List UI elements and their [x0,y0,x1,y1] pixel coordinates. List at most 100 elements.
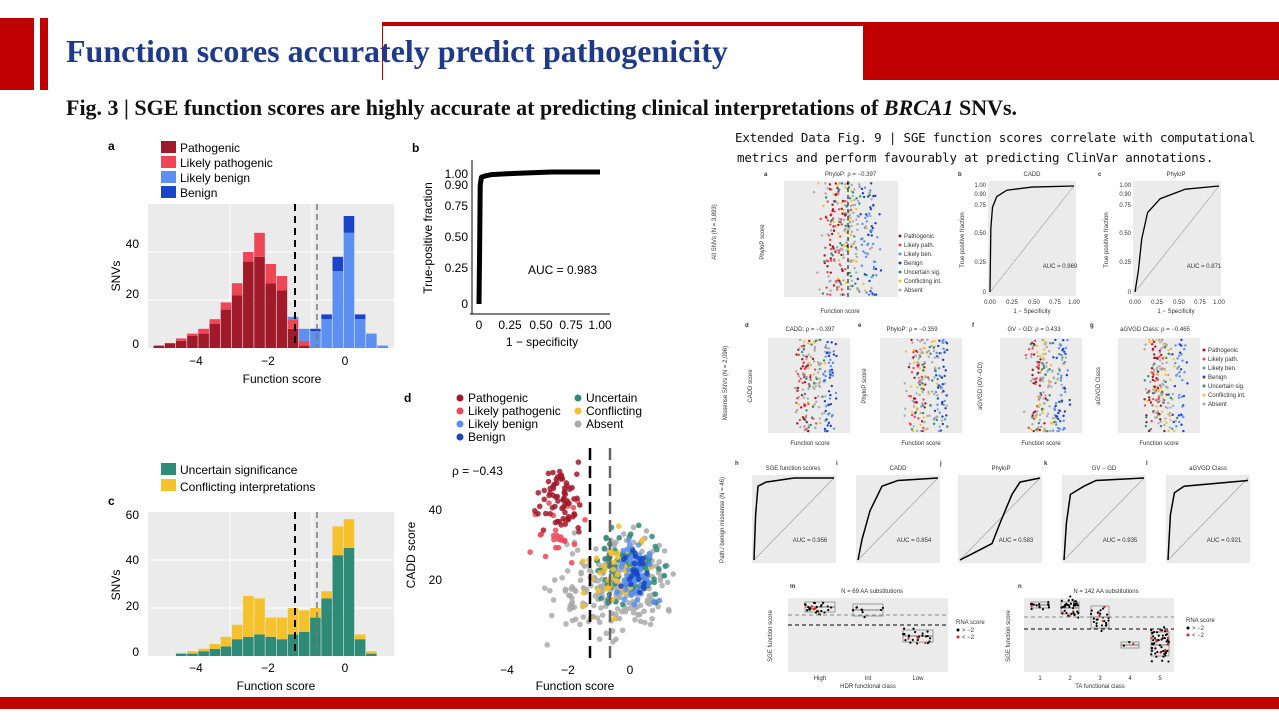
point-absent [620,531,627,537]
point-likely-pathogenic [558,534,564,540]
legend-swatch-conflicting [161,479,176,491]
scatter-point [1152,370,1156,373]
scatter-point [1062,347,1065,351]
ext-m-rna-0: > −2 [962,628,975,634]
scatter-point [1060,374,1063,377]
scatter-point [922,426,925,430]
scatter-point [819,421,822,425]
scatter-point [878,213,881,216]
scatter-point [859,213,862,216]
box-point [826,605,829,608]
scatter-point [1032,417,1036,421]
scatter-point [926,427,929,431]
scatter-point [861,192,865,195]
scatter-point [878,248,882,251]
point-absent [569,584,575,590]
scatter-point [848,227,851,230]
bar-likely-benign [287,316,299,320]
panel-c-ylabel: SNVs [109,570,123,601]
ext-n-rna-0: > −2 [1192,626,1205,632]
legend-swatch-pathogenic [161,141,176,153]
ext-m-cat-high: High [814,676,826,682]
box-point [1160,629,1164,632]
scatter-point [1147,375,1150,378]
point-absent [644,599,651,606]
scatter-point [798,380,801,383]
scatter-point [829,223,832,226]
scatter-point [1039,369,1043,373]
scatter-point [1041,411,1044,415]
box-point [1166,649,1169,652]
footer-red-bar [0,697,1279,709]
scatter-point [837,232,840,235]
point-pathogenic [547,485,554,492]
scatter-point [1176,372,1179,376]
roc-curve [753,477,834,561]
scatter-point [1053,420,1056,424]
scatter-point [842,243,845,246]
ext-d-scatter [793,338,838,433]
scatter-point [841,293,844,296]
point-uncertain [654,546,660,553]
box-point [1122,644,1126,647]
scatter-point [1158,355,1161,358]
scatter-point [829,424,832,428]
bar-pathogenic [265,283,276,348]
point-likely-pathogenic [552,544,559,551]
scatter-point [1032,411,1035,414]
bar-benign [332,256,344,272]
box-point [1158,643,1162,647]
scatter-point [826,293,829,296]
scatter-point [1068,403,1072,406]
box-point [1151,642,1154,645]
scatter-point [840,218,843,221]
bar-uncertain-significance [354,639,366,656]
scatter-point [800,393,804,397]
scatter-point [935,382,939,385]
scatter-point [1060,394,1063,397]
point-absent [655,570,662,576]
scatter-point [936,408,939,411]
scatter-point [854,282,857,285]
scatter-point [1047,350,1051,353]
bar-likely-benign [366,333,377,348]
ext-b-xtick-3: 0.75 [1049,300,1061,306]
scatter-point [819,217,822,221]
point-absent [666,608,672,614]
scatter-point [824,409,827,413]
scatter-point [1063,387,1067,390]
scatter-point [1175,416,1179,420]
scatter-point [844,203,847,207]
scatter-point [1161,346,1165,349]
ext-g-legend-1: Likely path. [1208,357,1239,363]
extended-caption-line1: Extended Data Fig. 9 | SGE function scor… [735,130,1256,145]
scatter-point [941,358,945,362]
panel-c-bars [175,519,377,656]
scatter-point [1060,399,1064,402]
scatter-point [936,397,940,400]
scatter-point [808,339,811,343]
ext-c-letter: c [1098,172,1102,178]
scatter-point [921,369,925,372]
point-pathogenic [569,484,575,491]
box-point [1061,611,1064,614]
scatter-point [828,397,832,400]
scatter-point [935,418,938,422]
ext-h-roc [753,477,835,561]
scatter-point [1058,427,1062,431]
legend-swatch-uncertain-significance [161,463,176,475]
scatter-point [911,341,914,344]
scatter-point [829,364,833,368]
point-conflicting [610,566,617,573]
scatter-point [1057,417,1060,421]
scatter-point [1046,386,1050,389]
scatter-point [842,256,845,260]
point-absent [630,609,637,616]
bar-likely-pathogenic [243,252,254,262]
scatter-point [837,208,841,211]
scatter-point [927,378,931,381]
box-point [1154,647,1157,650]
box-point [812,608,815,611]
scatter-point [826,424,829,427]
scatter-point [872,267,876,271]
